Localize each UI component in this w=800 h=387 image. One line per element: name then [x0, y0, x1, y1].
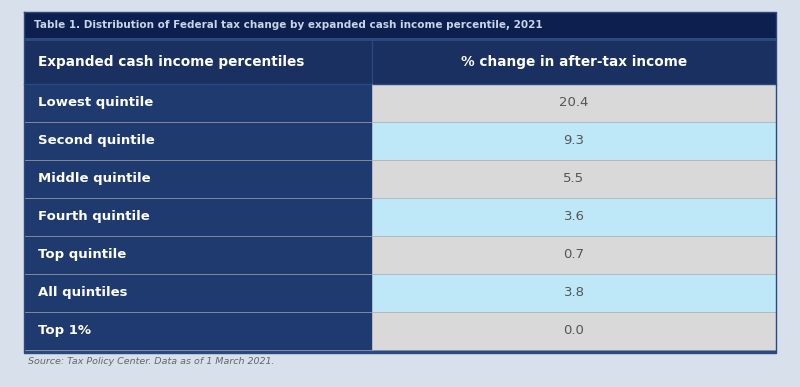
FancyBboxPatch shape — [24, 41, 372, 84]
FancyBboxPatch shape — [24, 198, 372, 236]
FancyBboxPatch shape — [24, 274, 372, 312]
Text: 3.8: 3.8 — [563, 286, 585, 299]
FancyBboxPatch shape — [372, 41, 776, 84]
FancyBboxPatch shape — [24, 122, 372, 160]
Text: All quintiles: All quintiles — [38, 286, 128, 299]
Text: 20.4: 20.4 — [559, 96, 589, 109]
FancyBboxPatch shape — [24, 312, 372, 350]
FancyBboxPatch shape — [24, 350, 776, 353]
Text: 0.7: 0.7 — [563, 248, 585, 261]
Text: Fourth quintile: Fourth quintile — [38, 210, 150, 223]
FancyBboxPatch shape — [372, 84, 776, 122]
FancyBboxPatch shape — [24, 160, 372, 198]
Text: Expanded cash income percentiles: Expanded cash income percentiles — [38, 55, 305, 69]
FancyBboxPatch shape — [372, 312, 776, 350]
Text: 0.0: 0.0 — [563, 324, 585, 337]
Text: Middle quintile: Middle quintile — [38, 172, 151, 185]
FancyBboxPatch shape — [24, 236, 372, 274]
FancyBboxPatch shape — [372, 160, 776, 198]
FancyBboxPatch shape — [372, 122, 776, 160]
Text: Top 1%: Top 1% — [38, 324, 91, 337]
FancyBboxPatch shape — [24, 12, 776, 38]
Text: % change in after-tax income: % change in after-tax income — [461, 55, 687, 69]
FancyBboxPatch shape — [372, 198, 776, 236]
Text: Lowest quintile: Lowest quintile — [38, 96, 154, 109]
Text: 3.6: 3.6 — [563, 210, 585, 223]
FancyBboxPatch shape — [372, 236, 776, 274]
Text: Top quintile: Top quintile — [38, 248, 126, 261]
Text: 5.5: 5.5 — [563, 172, 585, 185]
FancyBboxPatch shape — [24, 38, 776, 41]
FancyBboxPatch shape — [372, 274, 776, 312]
Text: Table 1. Distribution of Federal tax change by expanded cash income percentile, : Table 1. Distribution of Federal tax cha… — [34, 20, 542, 30]
Text: Second quintile: Second quintile — [38, 134, 155, 147]
Text: Source: Tax Policy Center. Data as of 1 March 2021.: Source: Tax Policy Center. Data as of 1 … — [28, 357, 274, 366]
Text: 9.3: 9.3 — [563, 134, 585, 147]
FancyBboxPatch shape — [24, 84, 372, 122]
